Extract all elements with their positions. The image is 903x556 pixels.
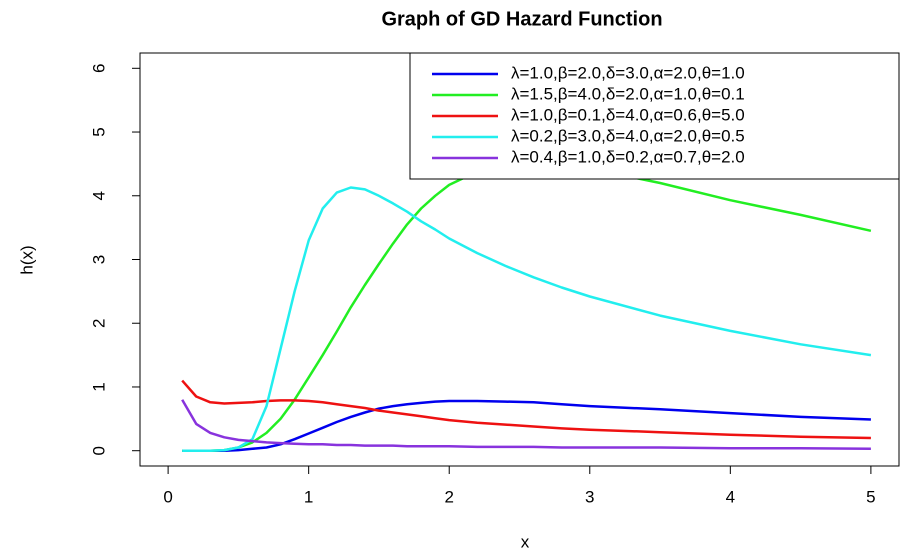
legend-label: λ=0.2,β=3.0,δ=4.0,α=2.0,θ=0.5	[511, 126, 745, 145]
x-tick-label: 5	[866, 487, 875, 506]
x-tick-label: 0	[163, 487, 172, 506]
line-series	[182, 162, 872, 452]
y-tick-label: 5	[89, 127, 108, 136]
x-tick-label: 2	[444, 487, 453, 506]
x-axis-label: x	[521, 532, 530, 551]
line-series	[181, 379, 871, 440]
x-tick-label: 4	[726, 487, 735, 506]
y-tick-label: 3	[89, 255, 108, 264]
x-tick-label: 1	[304, 487, 313, 506]
legend-label: λ=1.0,β=0.1,δ=4.0,α=0.6,θ=5.0	[511, 105, 745, 124]
chart-title: Graph of GD Hazard Function	[381, 8, 662, 30]
line-series	[182, 399, 871, 452]
line-series	[181, 399, 871, 451]
y-tick-label: 4	[89, 191, 108, 200]
y-axis-label: h(x)	[17, 245, 36, 274]
line-series	[182, 186, 872, 452]
y-tick-label: 1	[89, 382, 108, 391]
legend-label: λ=1.5,β=4.0,δ=2.0,α=1.0,θ=0.1	[511, 84, 745, 103]
legend-label: λ=0.4,β=1.0,δ=0.2,α=0.7,θ=2.0	[511, 147, 745, 166]
x-tick-label: 3	[585, 487, 594, 506]
y-tick-label: 2	[89, 319, 108, 328]
legend-label: λ=1.0,β=2.0,δ=3.0,α=2.0,θ=1.0	[511, 63, 745, 82]
y-tick-label: 6	[89, 64, 108, 73]
y-tick-label: 0	[89, 446, 108, 455]
